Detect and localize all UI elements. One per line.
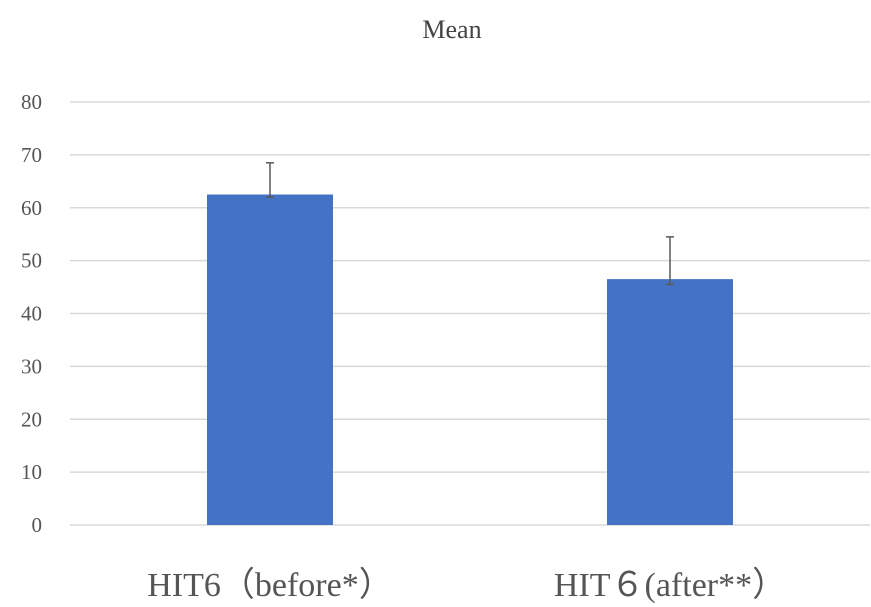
y-tick-label: 50: [21, 249, 42, 273]
bar-1: [607, 279, 733, 525]
x-axis-categories: HIT6（before*） HIT６(after**）: [147, 566, 786, 604]
bars: [207, 194, 733, 525]
y-axis-ticks: 0 10 20 30 40 50 60 70 80: [21, 90, 42, 537]
y-tick-label: 40: [21, 302, 42, 326]
error-bars: [266, 162, 674, 286]
gridlines: [70, 101, 870, 526]
y-tick-label: 0: [32, 513, 43, 537]
bar-0: [207, 194, 333, 525]
y-tick-label: 30: [21, 354, 42, 378]
y-tick-label: 10: [21, 460, 42, 484]
chart-title: Mean: [422, 15, 481, 44]
x-category-label: HIT6（before*）: [147, 566, 392, 604]
y-tick-label: 20: [21, 407, 42, 431]
y-tick-label: 80: [21, 90, 42, 114]
y-tick-label: 70: [21, 143, 42, 167]
y-tick-label: 60: [21, 196, 42, 220]
x-category-label: HIT６(after**）: [554, 566, 786, 604]
